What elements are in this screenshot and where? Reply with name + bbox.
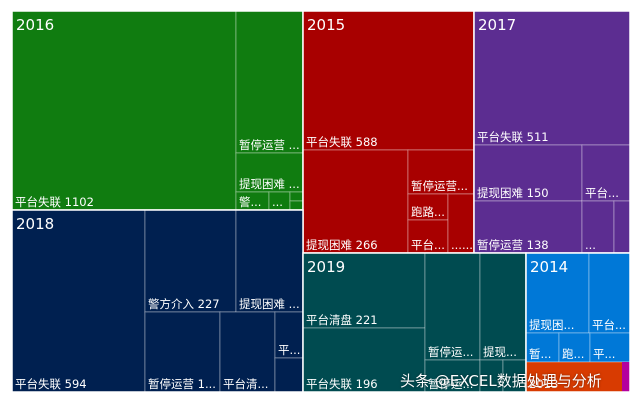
treemap-cell-label: 2013 (529, 377, 558, 391)
treemap-cell-label: 平台失联 588 (306, 135, 378, 149)
treemap-cell-label: ... (585, 238, 596, 252)
treemap-cell-label: 平台... (411, 238, 445, 252)
treemap-cell (525, 252, 590, 334)
treemap-group-2014: 提现困... 平台... 暂... 跑... 平... 2013 2014 (525, 252, 631, 393)
treemap-cell (302, 10, 475, 151)
treemap-group-label: 2018 (16, 215, 54, 233)
treemap-cell (613, 200, 631, 254)
treemap-cell-label: 平台... (585, 186, 619, 200)
treemap-cell-label: 平台失联 594 (15, 377, 87, 391)
treemap-cell (581, 200, 615, 254)
treemap-cell (11, 209, 146, 393)
treemap-cell-label: 提现... (483, 345, 517, 359)
treemap-cell-label: 暂停运... (428, 377, 473, 391)
treemap-cell (289, 200, 304, 211)
treemap-cell (289, 191, 304, 202)
treemap-cell (144, 311, 221, 393)
treemap-cell (219, 311, 276, 393)
treemap-cell-label: 提现困难 150 (477, 186, 549, 200)
treemap-group-2015: 平台失联 588 提现困难 266 暂停运营... 跑路... 平台... ...... 2… (302, 10, 475, 254)
treemap-group-label: 2015 (307, 16, 345, 34)
treemap-cell-label: 平台清盘 221 (306, 313, 378, 327)
treemap-cell-label: 平台失联 196 (306, 377, 378, 391)
treemap-cell (235, 152, 304, 193)
treemap-cell (424, 252, 481, 361)
treemap-cell-label: ...... (451, 238, 473, 252)
treemap-cell-label: 平台失联 1102 (15, 195, 94, 209)
treemap-cell-label: 暂停运营 138 (477, 238, 549, 252)
treemap-cell-label: 警... (239, 195, 261, 209)
treemap-cell (302, 252, 426, 329)
treemap-cell-label: 提现困难 ... (239, 177, 300, 191)
treemap-cell (274, 357, 304, 393)
treemap-cell-label: 跑... (562, 347, 584, 361)
treemap-group-label: 2016 (16, 16, 54, 34)
treemap-cell (473, 200, 583, 254)
treemap-group-border (525, 252, 631, 393)
treemap-cell-label: 提现困... (529, 318, 574, 332)
treemap-cell-label: 暂停运营 ... (239, 138, 300, 152)
treemap-cell (447, 193, 475, 254)
treemap-cell (302, 327, 426, 393)
treemap-group-label: 2017 (478, 16, 516, 34)
treemap-cell (11, 10, 237, 211)
treemap-cell-label: ... (272, 195, 283, 209)
treemap-group-2019: 平台清盘 221 平台失联 196 暂停运... 暂停运... 提现... 2019 (302, 252, 527, 393)
treemap-cell-label: 暂停运营 1... (148, 377, 216, 391)
treemap-cell-label: 暂停运... (428, 345, 473, 359)
treemap-cell-label: 平台... (592, 318, 626, 332)
treemap-cell (424, 359, 481, 393)
treemap-cell (622, 362, 630, 392)
treemap-group-label: 2019 (307, 258, 345, 276)
treemap-cell-label: 暂停运营... (411, 179, 468, 193)
treemap-group-label: 2014 (530, 258, 568, 276)
treemap-cell-label: 暂... (529, 347, 551, 361)
watermark-text: 头条 @EXCEL数据处理与分析 (400, 372, 602, 390)
treemap-cell-label: 平... (278, 343, 300, 357)
treemap-cell (144, 209, 237, 313)
treemap-cell (302, 149, 409, 254)
treemap-cell (473, 10, 631, 146)
treemap-group-2016: 平台失联 1102 暂停运营 ... 提现困难 ... 警... ... 2016 (11, 10, 304, 211)
treemap-cell-label: 警方介入 227 (148, 297, 220, 311)
treemap-group-2017: 平台失联 511 提现困难 150 暂停运营 138 平台...... 2017 (473, 10, 631, 254)
treemap-cell-label: 平... (593, 347, 615, 361)
treemap-cell-label: 跑路... (411, 205, 445, 219)
treemap-group-2018: 平台失联 594 警方介入 227 提现困难 ... 暂停运营 1... 平台清... 平… (11, 209, 304, 393)
treemap-cell (525, 332, 560, 363)
treemap-cell-label: 提现困难 266 (306, 238, 378, 252)
treemap-cell-label: 平台清... (223, 377, 268, 391)
treemap-cell (235, 10, 304, 154)
treemap-cell (589, 332, 631, 363)
treemap-cell (479, 252, 527, 361)
treemap-cell-label: 提现困难 ... (239, 297, 300, 311)
treemap-cell-label: 平台失联 511 (477, 130, 549, 144)
